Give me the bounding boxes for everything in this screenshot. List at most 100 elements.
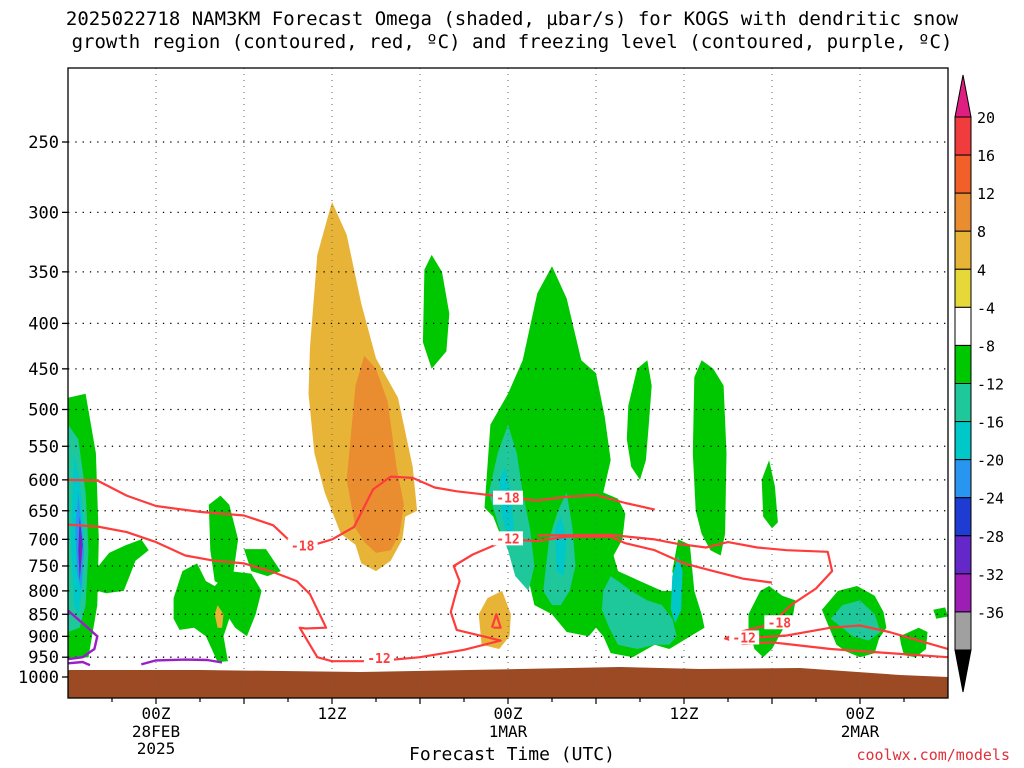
y-tick-label-450: 450	[28, 360, 59, 380]
contour-label-bg-4	[764, 615, 795, 630]
contour-label-bg-1	[363, 651, 394, 666]
dgz-contour-2	[537, 533, 948, 659]
contour-label-bg-0	[287, 538, 318, 553]
omega-region-30	[899, 627, 928, 658]
y-tick-label-1000: 1000	[18, 668, 59, 688]
y-tick-label-300: 300	[28, 203, 59, 223]
chart-title-line-2: growth region (contoured, red, ºC) and f…	[71, 31, 953, 53]
freezing-contour-0	[68, 609, 99, 661]
x-tick-label-3: 12Z	[670, 704, 699, 723]
dgz-contour-1	[68, 523, 773, 663]
x-tick-label-0: 00Z	[142, 704, 171, 723]
y-tick-label-850: 850	[28, 605, 59, 625]
terrain-layer	[68, 667, 948, 698]
omega-region-7	[208, 495, 239, 586]
x-axis-label: Forecast Time (UTC)	[409, 744, 615, 765]
omega-region-10	[214, 605, 224, 628]
colorbar-bin-0	[954, 116, 972, 156]
colorbar-label-10: -24	[977, 490, 1004, 508]
omega-region-23	[692, 360, 727, 556]
x-tick-sublabel-4-0: 2MAR	[841, 722, 880, 741]
colorbar-bin-1	[954, 154, 972, 194]
axes-layer: 2503003504004505005506006507007508008509…	[18, 67, 949, 758]
omega-region-6	[94, 539, 149, 594]
omega-region-19	[554, 516, 567, 577]
x-tick-label-2: 00Z	[494, 704, 523, 723]
dgz-contour-3	[742, 624, 948, 651]
colorbar-bottom-arrow	[954, 649, 972, 693]
omega-region-12	[346, 355, 404, 553]
dgz-contour-4	[490, 613, 502, 629]
colorbar-bin-13	[954, 611, 972, 651]
x-tick-sublabel-0-1: 2025	[137, 739, 176, 758]
colorbar-label-5: -4	[977, 299, 995, 317]
y-tick-label-950: 950	[28, 648, 59, 668]
grid-layer	[68, 68, 948, 698]
colorbar: 20 16 12 8 4 -4 -8 -12 -16 -20 -24 -28 -32 -36	[954, 74, 1004, 693]
colorbar-label-0: 20	[977, 109, 995, 127]
x-tick-label-1: 12Z	[318, 704, 347, 723]
contour-label-2: -18	[496, 492, 520, 507]
colorbar-label-12: -32	[977, 566, 1004, 584]
y-tick-label-250: 250	[28, 133, 59, 153]
colorbar-bin-6	[954, 344, 972, 384]
omega-region-5	[80, 544, 82, 566]
colorbar-label-3: 8	[977, 223, 986, 241]
freezing-contour-1	[68, 660, 91, 667]
colorbar-label-13: -36	[977, 604, 1004, 622]
contour-label-bg-5	[729, 630, 760, 645]
colorbar-bin-2	[954, 192, 972, 232]
omega-region-17	[601, 576, 677, 649]
colorbar-label-1: 16	[977, 147, 995, 165]
y-tick-label-550: 550	[28, 437, 59, 457]
contour-layer: -18 -12 -18 -12 -18 -12	[68, 475, 948, 667]
credit-text: coolwx.com/models	[856, 746, 1010, 764]
contour-label-0: -18	[291, 539, 315, 554]
contour-label-bg-3	[493, 531, 523, 546]
colorbar-label-2: 12	[977, 185, 995, 203]
colorbar-bin-9	[954, 459, 972, 499]
colorbar-bin-3	[954, 230, 972, 270]
y-tick-label-750: 750	[28, 557, 59, 577]
x-tick-sublabel-2-0: 1MAR	[489, 722, 528, 741]
colorbar-bin-8	[954, 421, 972, 461]
contour-label-4: -18	[768, 616, 792, 631]
dgz-contour-0	[68, 475, 655, 548]
y-tick-label-700: 700	[28, 530, 59, 550]
omega-region-13	[422, 254, 450, 369]
colorbar-bin-5	[954, 306, 972, 346]
chart-title-line-1: 2025022718 NAM3KM Forecast Omega (shaded…	[65, 8, 959, 30]
omega-region-22	[626, 360, 652, 480]
omega-region-29	[830, 600, 881, 641]
freezing-contour-2	[140, 658, 223, 666]
y-tick-label-600: 600	[28, 471, 59, 491]
terrain-fill	[68, 667, 948, 698]
colorbar-label-11: -28	[977, 528, 1004, 546]
x-tick-sublabel-0-0: 28FEB	[132, 722, 180, 741]
omega-region-21	[521, 332, 574, 499]
colorbar-bin-10	[954, 497, 972, 537]
colorbar-label-7: -12	[977, 376, 1004, 394]
colorbar-label-9: -20	[977, 452, 1004, 470]
colorbar-label-8: -16	[977, 414, 1004, 432]
x-tick-label-4: 00Z	[846, 704, 875, 723]
colorbar-label-4: 4	[977, 261, 986, 279]
y-tick-label-500: 500	[28, 401, 59, 421]
omega-region-20	[670, 555, 683, 624]
y-tick-label-900: 900	[28, 627, 59, 647]
contour-label-1: -12	[367, 652, 390, 667]
colorbar-bin-7	[954, 383, 972, 423]
colorbar-top-arrow	[954, 74, 972, 118]
colorbar-bin-11	[954, 535, 972, 575]
y-tick-label-800: 800	[28, 582, 59, 602]
omega-region-31	[933, 607, 948, 619]
contour-label-3: -12	[496, 532, 519, 547]
colorbar-label-6: -8	[977, 337, 995, 355]
colorbar-bin-12	[954, 573, 972, 613]
y-tick-label-400: 400	[28, 314, 59, 334]
y-tick-label-650: 650	[28, 502, 59, 522]
colorbar-bin-4	[954, 268, 972, 308]
omega-region-9	[244, 549, 281, 577]
omega-shading-layer	[68, 201, 948, 662]
